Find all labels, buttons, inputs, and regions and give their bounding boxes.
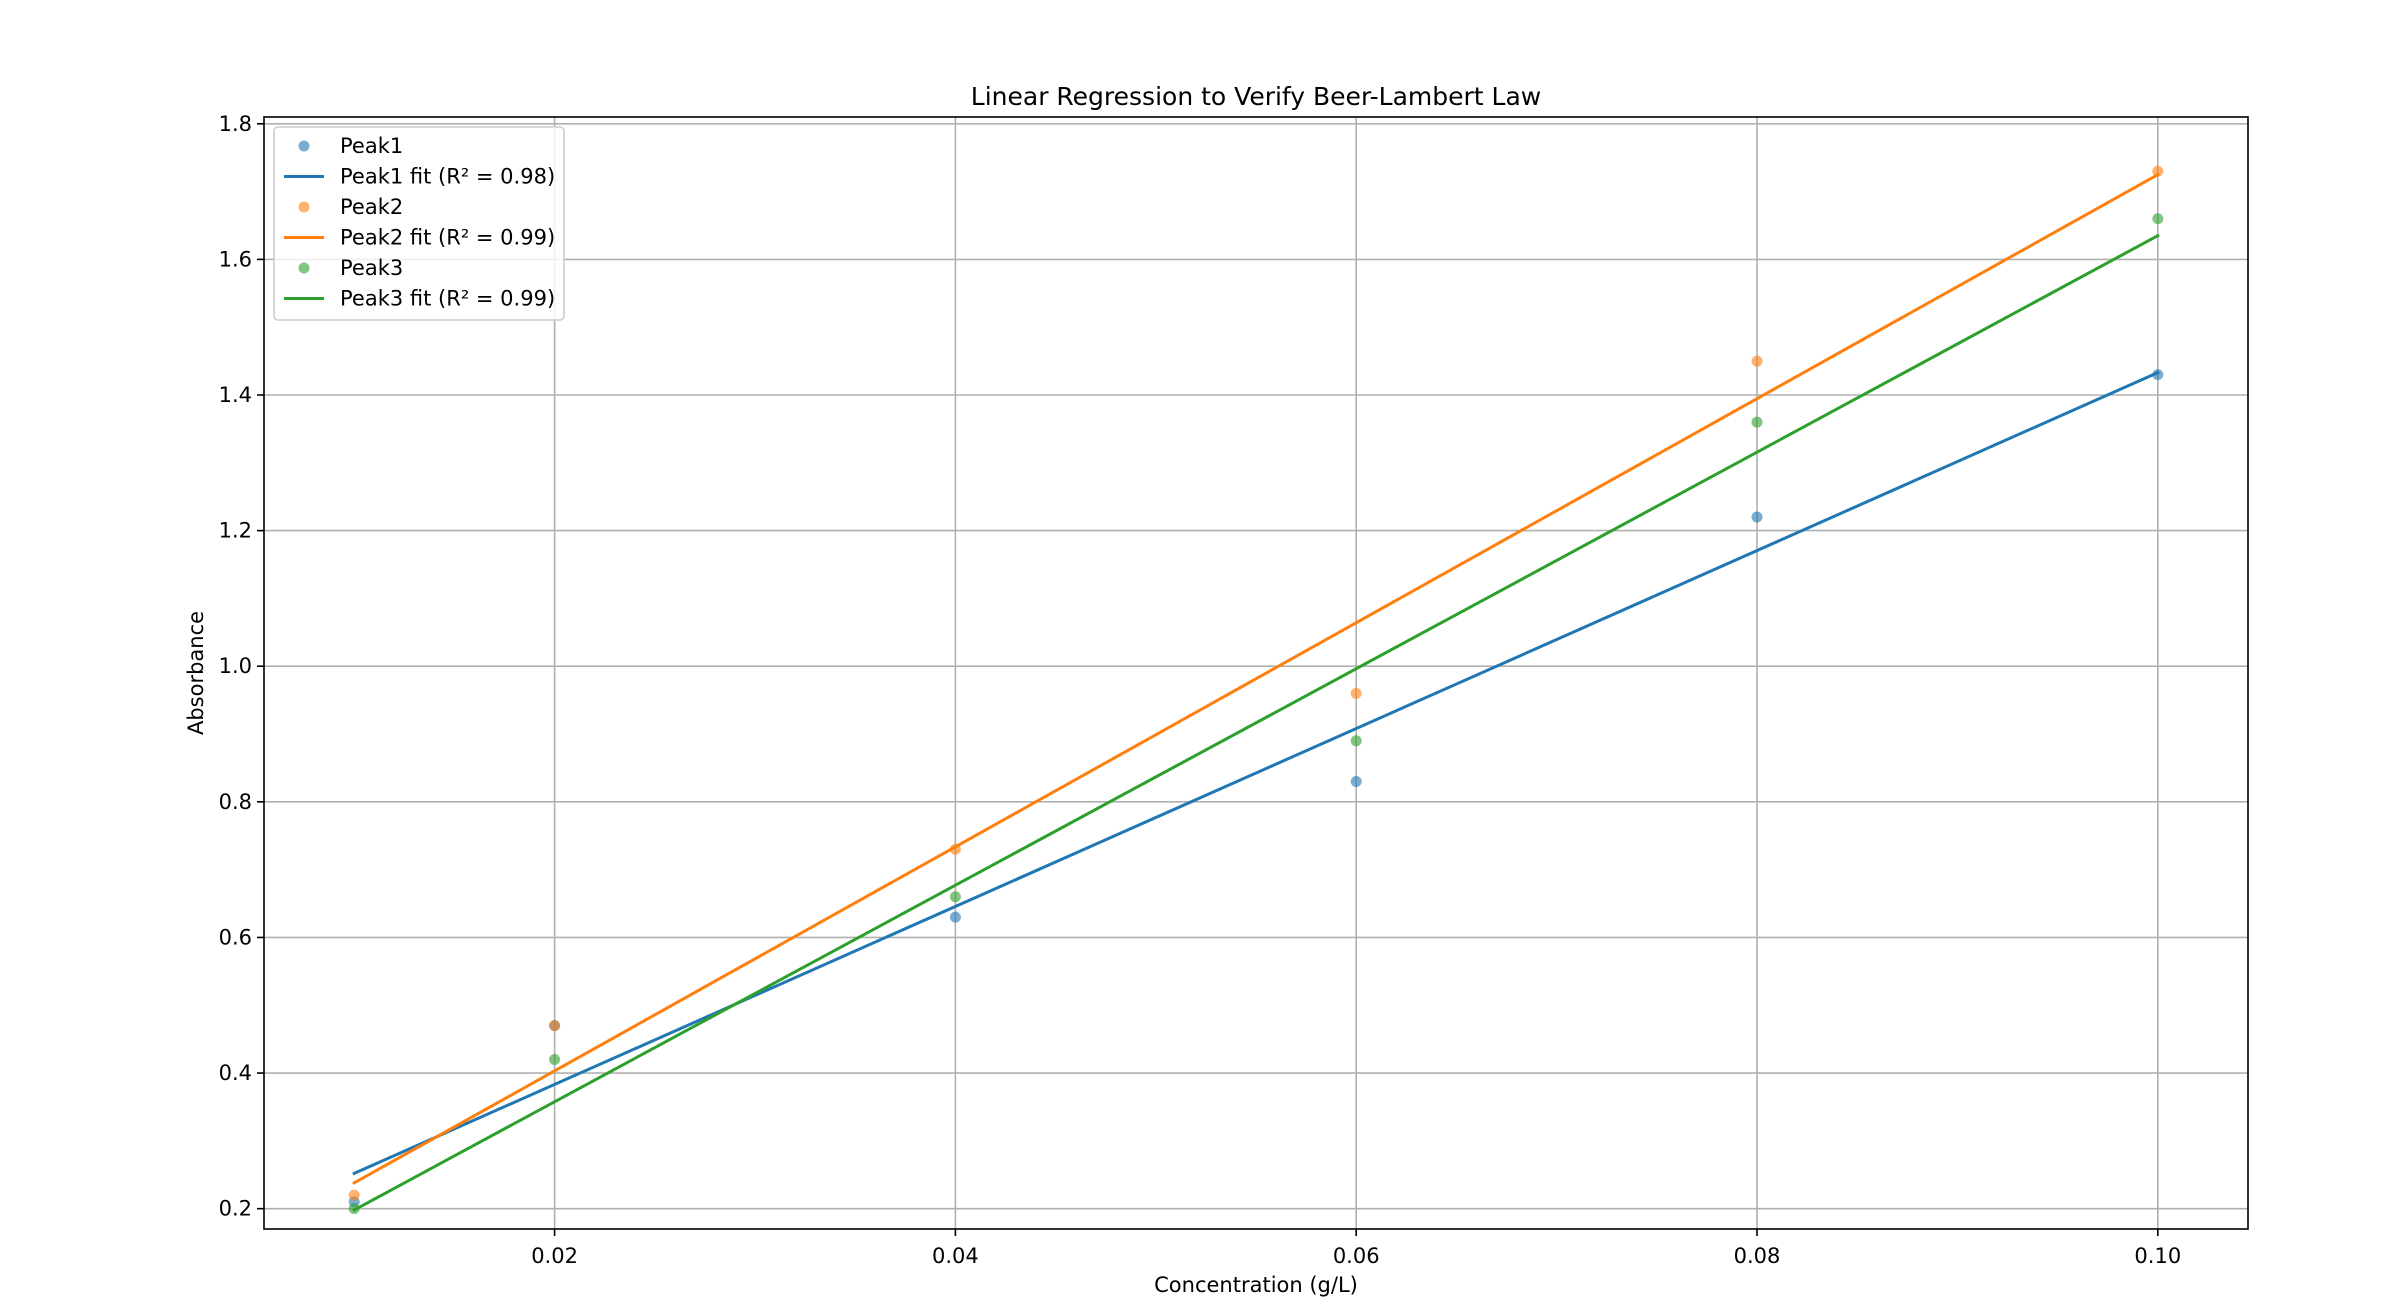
x-axis-label: Concentration (g/L) bbox=[1154, 1273, 1358, 1297]
data-point-peak1 bbox=[949, 911, 961, 923]
data-point-peak3 bbox=[2152, 213, 2164, 225]
legend: Peak1 Peak1 fit (R² = 0.98) Peak2 Peak2 fit… bbox=[273, 126, 565, 321]
legend-marker-point bbox=[298, 201, 310, 213]
y-tick-label: 0.6 bbox=[219, 925, 252, 949]
data-point-peak1 bbox=[2152, 369, 2164, 381]
legend-marker-point bbox=[298, 140, 310, 152]
y-tick-label: 0.8 bbox=[219, 790, 252, 814]
x-tick-label: 0.02 bbox=[531, 1244, 578, 1268]
y-tick-label: 0.2 bbox=[219, 1197, 252, 1221]
legend-box bbox=[273, 126, 565, 321]
legend-marker-point bbox=[298, 262, 310, 274]
y-tick-label: 1.6 bbox=[219, 247, 252, 271]
legend-label: Peak3 fit (R² = 0.99) bbox=[340, 287, 555, 311]
legend-label: Peak1 bbox=[340, 134, 403, 158]
data-point-peak2 bbox=[1350, 687, 1362, 699]
data-point-peak1 bbox=[1350, 775, 1362, 787]
data-point-peak2 bbox=[348, 1189, 360, 1201]
plot-area-frame bbox=[263, 116, 2249, 1230]
y-tick-label: 1.2 bbox=[219, 519, 252, 543]
y-tick-label: 1.4 bbox=[219, 383, 252, 407]
data-point-peak2 bbox=[549, 1020, 561, 1032]
grid-layer bbox=[264, 117, 2248, 1229]
fit-lines-layer bbox=[352, 172, 2160, 1213]
fit-line-peak1 bbox=[352, 370, 2160, 1176]
data-point-peak3 bbox=[348, 1203, 360, 1215]
legend-label: Peak2 fit (R² = 0.99) bbox=[340, 226, 555, 250]
x-tick-label: 0.08 bbox=[1734, 1244, 1781, 1268]
y-axis-label: Absorbance bbox=[184, 611, 208, 735]
data-point-peak3 bbox=[1350, 735, 1362, 747]
y-tick-label: 1.0 bbox=[219, 654, 252, 678]
data-point-peak2 bbox=[2152, 165, 2164, 177]
ticks-layer: 0.02 0.04 0.06 0.08 0.10 0.2 0.4 0.6 0.8 1.0 1.2 1.… bbox=[219, 112, 2182, 1268]
data-point-peak1 bbox=[1751, 511, 1763, 523]
legend-label: Peak3 bbox=[340, 256, 403, 280]
data-point-peak3 bbox=[1751, 416, 1763, 428]
chart-title: Linear Regression to Verify Beer-Lambert… bbox=[971, 82, 1541, 111]
legend-label: Peak2 bbox=[340, 195, 403, 219]
data-point-peak3 bbox=[549, 1053, 561, 1065]
data-points-layer bbox=[348, 165, 2164, 1215]
x-tick-label: 0.04 bbox=[932, 1244, 979, 1268]
y-tick-label: 1.8 bbox=[219, 112, 252, 136]
x-tick-label: 0.06 bbox=[1333, 1244, 1380, 1268]
fit-line-peak2 bbox=[352, 172, 2160, 1185]
data-point-peak2 bbox=[1751, 355, 1763, 367]
data-point-peak2 bbox=[949, 843, 961, 855]
y-tick-label: 0.4 bbox=[219, 1061, 252, 1085]
x-tick-label: 0.10 bbox=[2134, 1244, 2181, 1268]
fit-line-peak3 bbox=[352, 233, 2160, 1213]
legend-label: Peak1 fit (R² = 0.98) bbox=[340, 165, 555, 189]
data-point-peak3 bbox=[949, 891, 961, 903]
